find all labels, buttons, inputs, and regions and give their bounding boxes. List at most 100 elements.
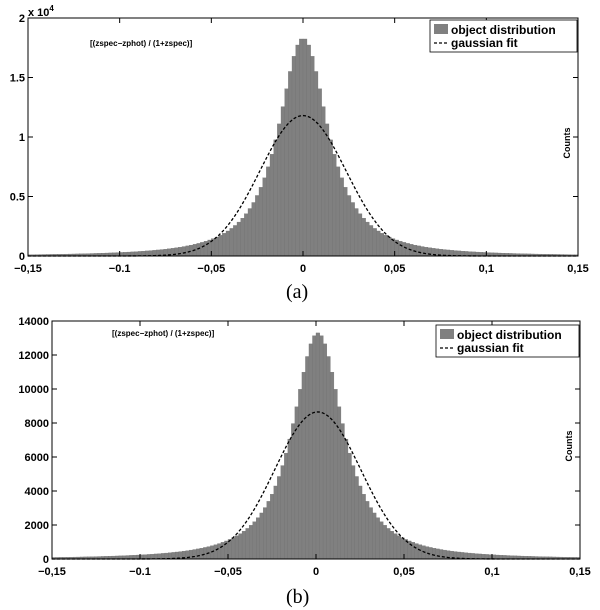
histogram-bar bbox=[266, 501, 271, 560]
histogram-bar bbox=[401, 242, 407, 257]
annotation: [(zspec−zphot) / (1+zspec)] bbox=[112, 329, 215, 338]
x-tick-label: 0,05 bbox=[384, 263, 405, 275]
histogram-bar bbox=[398, 241, 403, 257]
histogram-bar bbox=[218, 235, 223, 257]
histogram-bar bbox=[305, 356, 310, 560]
histogram-bar bbox=[270, 494, 275, 560]
histogram-bar bbox=[284, 452, 289, 560]
histogram-bar bbox=[181, 246, 187, 257]
histogram-bar bbox=[379, 233, 385, 257]
histogram-bar bbox=[376, 230, 381, 257]
histogram-bar bbox=[210, 545, 215, 560]
histogram-bars bbox=[51, 332, 581, 560]
histogram-bar bbox=[332, 154, 337, 257]
histogram-bar bbox=[266, 166, 271, 257]
x-tick-label: 0,1 bbox=[479, 263, 494, 275]
histogram-bar bbox=[361, 494, 366, 560]
caption-b: (b) bbox=[286, 586, 310, 608]
histogram-bar bbox=[321, 106, 326, 257]
histogram-bar bbox=[185, 245, 190, 257]
histogram-bar bbox=[233, 225, 238, 257]
histogram-bar bbox=[383, 235, 388, 257]
histogram-bar bbox=[273, 485, 278, 560]
histogram-bar bbox=[416, 245, 421, 257]
histogram-bar bbox=[284, 88, 289, 257]
caption-a: (a) bbox=[286, 281, 309, 303]
histogram-bar bbox=[240, 218, 245, 257]
histogram-bar bbox=[354, 208, 359, 257]
y-tick-label: 6000 bbox=[25, 452, 49, 464]
histogram-bar bbox=[234, 535, 240, 560]
histogram-bar bbox=[291, 423, 296, 560]
histogram-bar bbox=[310, 56, 315, 257]
histogram-bar bbox=[379, 521, 384, 560]
x-tick-label: −0.1 bbox=[129, 566, 151, 578]
histogram-bar bbox=[335, 166, 341, 257]
x-tick-label: 0,15 bbox=[569, 566, 590, 578]
histogram-bar bbox=[273, 139, 278, 257]
histogram-bars bbox=[27, 38, 579, 257]
histogram-bar bbox=[382, 525, 387, 560]
histogram-bar bbox=[357, 213, 363, 257]
histogram-bar bbox=[222, 233, 227, 257]
histogram-bar bbox=[301, 371, 306, 560]
x-tick-label: 0 bbox=[300, 263, 306, 275]
histogram-bar bbox=[326, 356, 331, 560]
x-tick-label: −0,15 bbox=[38, 566, 66, 578]
histogram-bar bbox=[245, 528, 250, 560]
histogram-bar bbox=[231, 537, 236, 560]
histogram-bar bbox=[414, 543, 419, 560]
histogram-bar bbox=[196, 243, 201, 257]
histogram-bar bbox=[262, 177, 267, 257]
histogram-bar bbox=[213, 544, 218, 560]
histogram-bar bbox=[200, 242, 205, 257]
y-tick-label: 10000 bbox=[18, 384, 49, 396]
histogram-bar bbox=[258, 187, 264, 257]
histogram-bar bbox=[244, 213, 249, 257]
legend-box bbox=[435, 324, 580, 358]
histogram-bar bbox=[354, 476, 359, 560]
histogram-bar bbox=[227, 539, 232, 560]
histogram-bar bbox=[192, 549, 197, 560]
x-tick-label: −0,05 bbox=[214, 566, 242, 578]
histogram-bar bbox=[255, 195, 260, 257]
histogram-bar bbox=[432, 548, 437, 560]
histogram-bar bbox=[295, 44, 300, 257]
histogram-bar bbox=[365, 501, 370, 560]
y-tick-label: 2 bbox=[19, 13, 25, 25]
histogram-bar bbox=[407, 540, 412, 560]
y-tick-label: 14000 bbox=[18, 316, 49, 328]
x-tick-label: 0 bbox=[313, 566, 319, 578]
histogram-bar bbox=[259, 512, 264, 560]
histogram-bar bbox=[423, 247, 429, 257]
histogram-bar bbox=[225, 230, 231, 257]
histogram-bar bbox=[319, 335, 324, 560]
x-tick-label: 0,05 bbox=[393, 566, 414, 578]
histogram-bar bbox=[389, 531, 394, 560]
histogram-bar bbox=[248, 525, 254, 560]
legend-box bbox=[429, 19, 578, 53]
chart-panel-0: −0,15 −0.1 −0,05 0 0,05 0,1 0,15 0 0.5 1 1.5 2 x 104… bbox=[10, 4, 589, 275]
y-axis-label: Counts bbox=[564, 431, 574, 462]
x-tick-label: −0,15 bbox=[14, 263, 42, 275]
histogram-bar bbox=[347, 452, 352, 560]
y-axis-label: Counts bbox=[562, 128, 572, 159]
histogram-bar bbox=[298, 389, 303, 560]
y-tick-label: 12000 bbox=[18, 350, 49, 362]
legend-label: gaussian fit bbox=[457, 341, 524, 355]
histogram-bar bbox=[365, 221, 370, 257]
histogram-bar bbox=[247, 208, 253, 257]
histogram-bar bbox=[375, 517, 380, 560]
y-tick-label: 0.5 bbox=[10, 192, 25, 204]
histogram-bar bbox=[277, 123, 282, 257]
legend-swatch-histogram bbox=[440, 329, 454, 339]
histogram-bar bbox=[417, 544, 423, 560]
histogram-bar bbox=[358, 485, 363, 560]
histogram-bar bbox=[269, 154, 275, 257]
histogram-bar bbox=[263, 507, 268, 560]
histogram-bar bbox=[336, 406, 342, 560]
histogram-bar bbox=[351, 465, 356, 560]
histogram-bar bbox=[340, 423, 345, 560]
